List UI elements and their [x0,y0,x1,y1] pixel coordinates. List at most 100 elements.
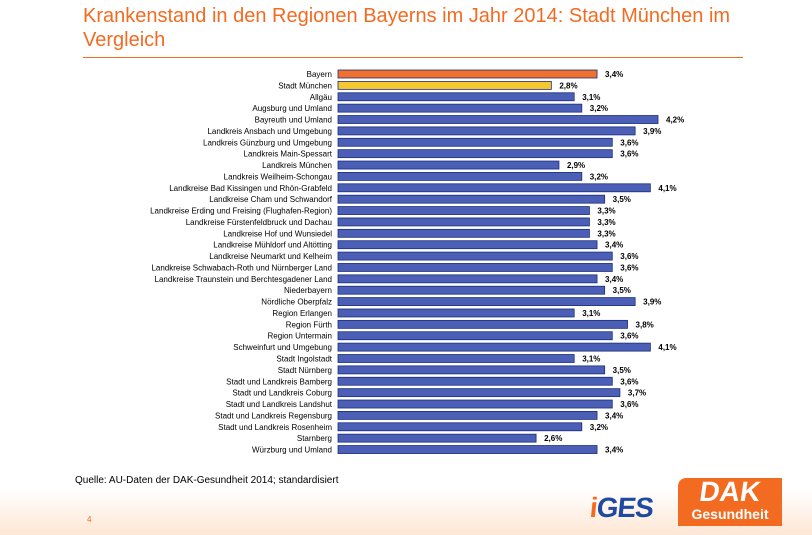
value-label: 3,3% [597,207,615,216]
value-label: 3,2% [590,104,608,113]
bar [337,376,613,386]
value-label: 3,1% [582,93,600,102]
value-label: 4,1% [658,343,676,352]
iges-logo-text: GES [595,492,655,523]
category-label: Stadt und Landkreis Bamberg [226,377,332,386]
category-label: Schweinfurt und Umgebung [233,343,332,352]
category-label: Landkreis München [262,161,332,170]
category-label: Landkreise Erding und Freising (Flughafe… [150,207,332,216]
bar [337,103,583,113]
value-label: 3,6% [620,263,638,272]
value-label: 3,4% [605,446,623,455]
bar [337,319,628,329]
category-label: Stadt und Landkreis Landshut [226,400,333,409]
category-label: Landkreise Cham und Schwandorf [209,195,333,204]
value-label: 3,6% [620,138,638,147]
category-label: Stadt Ingolstadt [276,355,332,364]
value-label: 3,2% [590,172,608,181]
bar [337,445,598,454]
category-label: Landkreise Traunstein und Berchtesgadene… [155,275,332,284]
category-label: Landkreis Main-Spessart [244,150,333,159]
bar [337,331,613,341]
page-number: 4 [87,515,92,524]
value-label: 3,4% [605,70,623,79]
value-label: 2,9% [567,161,585,170]
value-label: 3,5% [613,366,631,375]
bar-chart: Bayern 3,4% Stadt München 2,8% Allgäu 3,1% Aug… [150,69,684,455]
category-label: Allgäu [310,93,332,102]
footer-band [0,490,812,535]
slide-title: Krankenstand in den Regionen Bayerns im … [83,5,731,51]
bar [337,172,583,181]
dak-gesundheit-logo: DAK Gesundheit [678,476,782,526]
bar [337,251,613,261]
bar [337,342,651,352]
category-label: Region Untermain [268,332,332,341]
bar [337,433,537,443]
category-label: Landkreise Hof und Wunsiedel [223,229,332,238]
bar [337,115,659,124]
bar [337,297,636,307]
bar [337,422,583,432]
bar [337,137,613,147]
category-label: Nördliche Oberpfalz [261,298,332,307]
value-label: 3,3% [597,218,615,227]
category-label: Bayern [307,70,332,79]
value-label: 3,9% [643,298,661,307]
category-label: Stadt und Landkreis Regensburg [215,411,332,420]
value-label: 3,6% [620,252,638,261]
value-label: 3,5% [613,286,631,295]
value-label: 4,1% [658,184,676,193]
value-label: 3,1% [582,309,600,318]
category-label: Region Fürth [286,320,332,329]
bar [337,183,651,193]
category-label: Landkreise Mühldorf und Altötting [213,241,332,250]
value-label: 4,2% [666,116,684,125]
value-label: 3,1% [582,355,600,364]
bar [337,228,590,238]
value-label: 3,4% [605,241,623,250]
value-label: 3,2% [590,423,608,432]
bar [337,126,636,136]
category-label: Stadt und Landkreis Rosenheim [218,423,332,432]
category-label: Landkreise Neumarkt und Kelheim [209,252,332,261]
bar [337,388,621,398]
value-label: 3,5% [613,195,631,204]
value-label: 3,9% [643,127,661,136]
value-label: 3,6% [620,332,638,341]
category-label: Region Erlangen [272,309,332,318]
bar [337,365,606,375]
bar [337,274,598,284]
category-label: Stadt und Landkreis Coburg [232,389,332,398]
bar [337,240,598,250]
dak-logo-title: DAK [697,476,763,507]
title-divider [83,57,743,58]
bar [337,92,575,102]
bar [337,354,575,363]
bar [337,263,613,272]
bar [337,410,598,420]
category-label: Augsburg und Umland [252,104,332,113]
category-label: Bayreuth und Umland [255,116,332,125]
bar [337,308,575,318]
category-label: Landkreis Ansbach und Umgebung [207,127,332,136]
bar [337,217,590,227]
value-label: 3,4% [605,275,623,284]
category-label: Starnberg [297,434,332,443]
value-label: 3,8% [636,320,654,329]
value-label: 3,7% [628,389,646,398]
value-label: 2,6% [544,434,562,443]
value-label: 3,6% [620,377,638,386]
category-label: Landkreise Bad Kissingen und Rhön-Grabfe… [169,184,332,193]
category-label: Landkreise Schwabach-Roth und Nürnberger… [151,263,332,272]
category-label: Niederbayern [284,286,332,295]
category-label: Würzburg und Umland [252,446,332,455]
bar [337,80,552,90]
source-note: Quelle: AU-Daten der DAK-Gesundheit 2014… [75,475,339,486]
value-label: 3,6% [620,400,638,409]
value-label: 3,6% [620,150,638,159]
category-label: Stadt München [278,81,332,90]
category-label: Landkreis Weilheim-Schongau [224,172,332,181]
bar [337,69,598,79]
value-label: 2,8% [559,81,577,90]
